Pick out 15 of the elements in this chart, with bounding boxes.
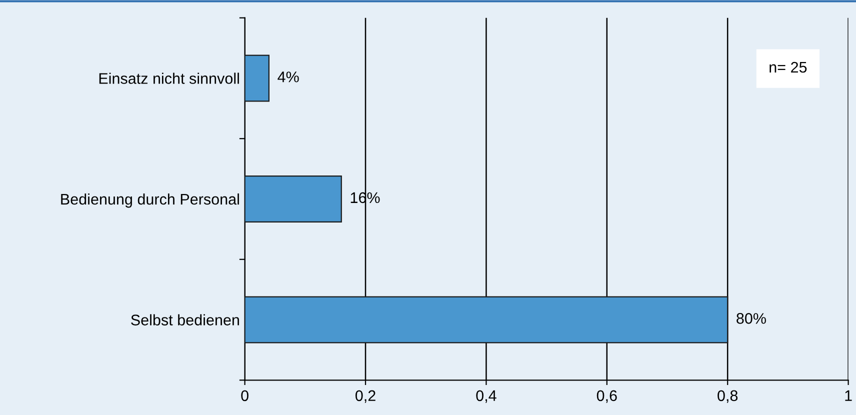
- data-label: 80%: [736, 313, 766, 324]
- y-tick-label: Bedienung durch Personal: [61, 193, 239, 208]
- y-tick-label: Selbst bedienen: [131, 314, 239, 326]
- x-tick-label: 0: [241, 390, 248, 402]
- bar: [244, 175, 342, 222]
- x-tick-label: 0,8: [718, 390, 738, 403]
- bar: [244, 296, 728, 344]
- y-tick-label: Einsatz nicht sinnvoll: [99, 72, 239, 84]
- data-label: 4%: [278, 72, 299, 82]
- x-tick-label: 0,4: [476, 390, 496, 403]
- annotation: n= 25: [770, 62, 807, 73]
- bar: [244, 54, 270, 102]
- x-tick-label: 1: [845, 390, 852, 401]
- x-tick-label: 0,6: [596, 390, 617, 403]
- x-tick-label: 0,2: [355, 390, 376, 403]
